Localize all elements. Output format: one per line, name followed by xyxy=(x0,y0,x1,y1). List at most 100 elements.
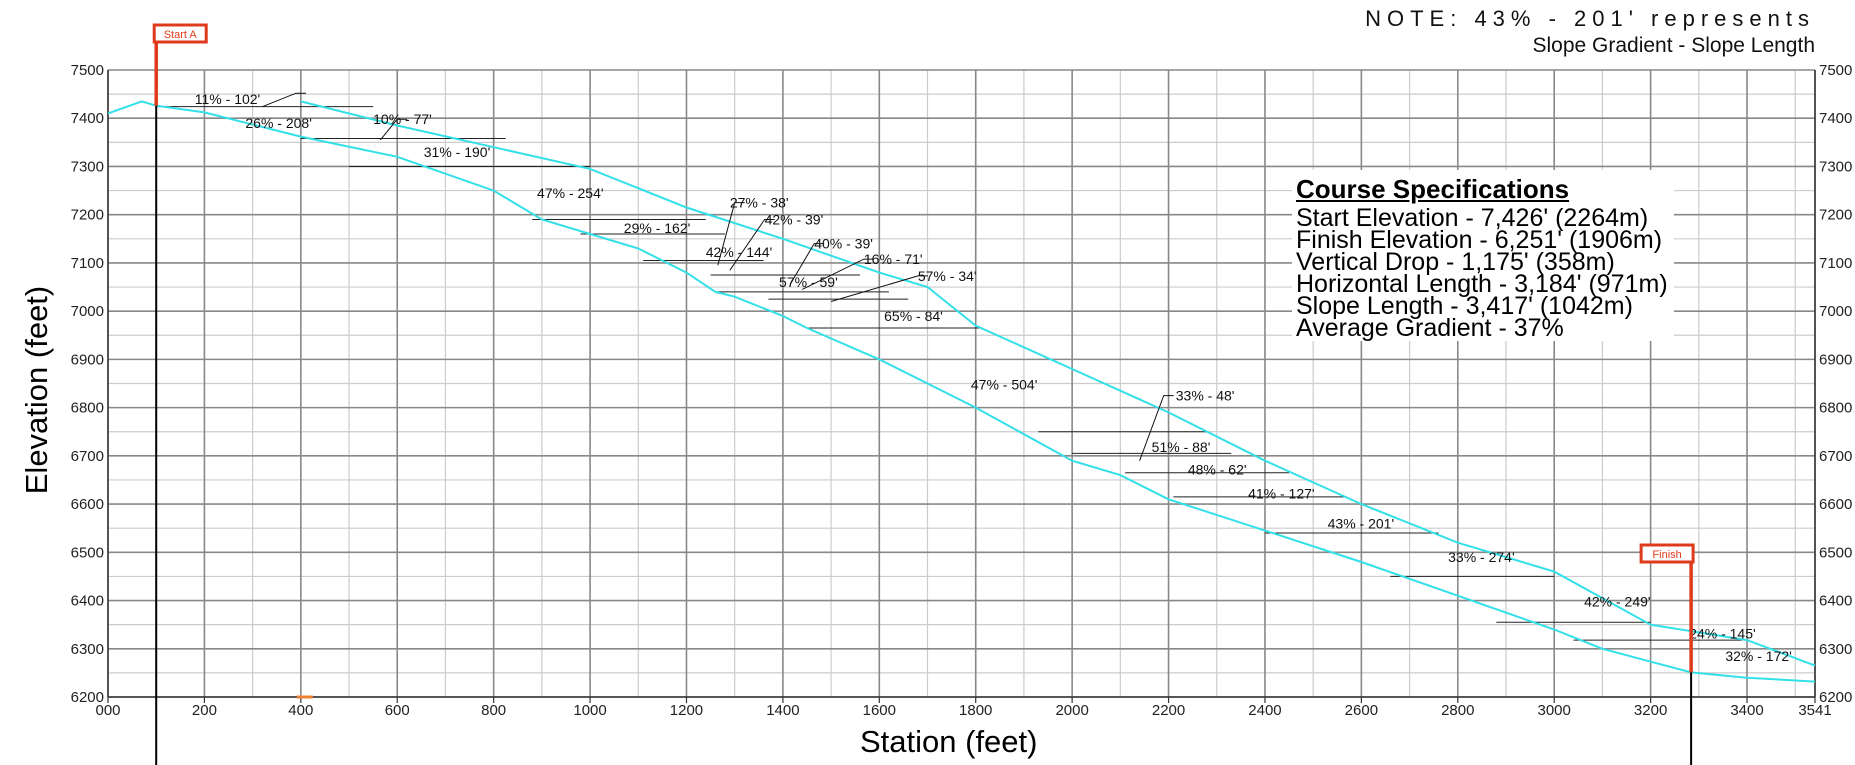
y-tick-label-right: 6500 xyxy=(1819,544,1852,561)
y-tick-label-right: 7400 xyxy=(1819,110,1852,127)
spec-horizontal-length: Horizontal Length - 3,184' (971m) xyxy=(1296,270,1668,298)
y-tick-label-left: 6300 xyxy=(71,641,104,658)
y-tick-label-left: 6200 xyxy=(71,689,104,706)
segment-label: 27% - 38' xyxy=(730,195,789,211)
profile-lines xyxy=(107,100,1816,683)
grid xyxy=(107,69,1816,698)
y-tick-label-right: 6900 xyxy=(1819,351,1852,368)
y-axis-title: Elevation (feet) xyxy=(19,285,54,495)
x-tick-label: 000 xyxy=(95,702,120,719)
y-tick-label-right: 6200 xyxy=(1819,689,1852,706)
label-leader xyxy=(729,219,775,271)
course-specifications-panel: Course Specifications Start Elevation - … xyxy=(1292,170,1674,341)
y-tick-label-left: 7100 xyxy=(71,255,104,272)
x-tick-label: 3000 xyxy=(1538,702,1571,719)
x-axis-title: Station (feet) xyxy=(860,724,1038,759)
y-tick-label-left: 7300 xyxy=(71,158,104,175)
label-leaders xyxy=(262,92,1174,461)
segment-label: 11% - 102' xyxy=(195,91,260,107)
segment-label: 41% - 127' xyxy=(1248,485,1315,501)
segment-label: 33% - 48' xyxy=(1176,388,1235,404)
label-leader xyxy=(262,92,306,108)
x-tick-label: 2000 xyxy=(1055,702,1088,719)
spec-finish-elevation: Finish Elevation - 6,251' (1906m) xyxy=(1296,226,1663,254)
segment-label: 42% - 249' xyxy=(1584,594,1651,610)
segment-label: 31% - 190' xyxy=(424,144,491,160)
start-marker-label: Start A xyxy=(164,29,198,41)
label-leader xyxy=(717,202,745,266)
start-marker-flag xyxy=(152,23,208,44)
y-tick-label-right: 7100 xyxy=(1819,255,1852,272)
finish-marker-flag xyxy=(1639,543,1695,564)
x-tick-label: 1000 xyxy=(573,702,606,719)
segment-label: 51% - 88' xyxy=(1152,439,1211,455)
label-leader xyxy=(830,275,928,302)
x-tick-label: 1200 xyxy=(670,702,703,719)
segment-label: 33% - 274' xyxy=(1448,549,1515,565)
y-tick-label-right: 6600 xyxy=(1819,496,1852,513)
x-tick-label: 400 xyxy=(288,702,313,719)
segment-label: 57% - 59' xyxy=(779,274,838,290)
y-tick-label-left: 7000 xyxy=(71,303,104,320)
spec-vertical-drop: Vertical Drop - 1,175' (358m) xyxy=(1296,248,1615,276)
segment-label: 24% - 145' xyxy=(1689,625,1756,641)
segment-labels: 11% - 102' 26% - 208' 10% - 77' 31% - 190' 4… xyxy=(195,91,1792,664)
x-tick-label: 1400 xyxy=(766,702,799,719)
segment-label: 29% - 162' xyxy=(624,220,691,236)
x-tick-label: 200 xyxy=(192,702,217,719)
spec-slope-length: Slope Length - 3,417' (1042m) xyxy=(1296,292,1633,320)
x-tick-label: 600 xyxy=(385,702,410,719)
segment-label: 57% - 34' xyxy=(918,268,977,284)
label-leader xyxy=(789,243,825,285)
profile-line-1 xyxy=(107,100,1816,683)
x-tick-label: 1800 xyxy=(959,702,992,719)
station-markers: Start A Finish xyxy=(152,23,1695,765)
y-tick-label-right: 6300 xyxy=(1819,641,1852,658)
note-line-2: Slope Gradient - Slope Length xyxy=(1532,34,1815,57)
y-tick-label-right: 7500 xyxy=(1819,62,1852,79)
y-tick-label-left: 7200 xyxy=(71,207,104,224)
segment-label: 32% - 172' xyxy=(1725,648,1792,664)
y-tick-label-left: 7500 xyxy=(71,62,104,79)
y-tick-label-right: 6700 xyxy=(1819,448,1852,465)
label-leader xyxy=(801,258,874,290)
note-line-1: NOTE: 43% - 201' represents xyxy=(1365,6,1815,31)
spec-average-gradient: Average Gradient - 37% xyxy=(1296,314,1564,342)
segment-break-lines xyxy=(156,106,1743,641)
x-tick-label: 2800 xyxy=(1441,702,1474,719)
x-tick-label: 3541 xyxy=(1798,702,1831,719)
segment-label: 26% - 208' xyxy=(245,115,312,131)
label-leader xyxy=(1139,395,1174,461)
label-leader xyxy=(380,118,408,141)
y-tick-label-right: 7200 xyxy=(1819,207,1852,224)
y-tick-label-left: 6600 xyxy=(71,496,104,513)
y-tick-label-left: 6900 xyxy=(71,351,104,368)
y-tick-label-left: 7400 xyxy=(71,110,104,127)
finish-marker-label: Finish xyxy=(1652,549,1681,561)
segment-label: 16% - 71' xyxy=(864,251,923,267)
axes: 000 200 400 600 800 1000 1200 1400 1600 1800 2000 2… xyxy=(71,62,1853,719)
specs-title: Course Specifications xyxy=(1296,174,1570,204)
segment-label: 43% - 201' xyxy=(1328,515,1395,531)
x-tick-label: 3400 xyxy=(1730,702,1763,719)
y-tick-label-left: 6800 xyxy=(71,400,104,417)
x-tick-label: 2600 xyxy=(1345,702,1378,719)
y-tick-label-left: 6500 xyxy=(71,544,104,561)
x-tick-label: 2400 xyxy=(1248,702,1281,719)
segment-label: 47% - 504' xyxy=(971,376,1038,392)
segment-label: 47% - 254' xyxy=(537,185,604,201)
segment-label: 42% - 144' xyxy=(706,244,773,260)
segment-label: 42% - 39' xyxy=(765,212,824,228)
y-tick-label-left: 6400 xyxy=(71,593,104,610)
segment-label: 48% - 62' xyxy=(1188,461,1247,477)
profile-line-2 xyxy=(300,100,1816,667)
segment-label: 65% - 84' xyxy=(884,308,943,324)
y-tick-label-left: 6700 xyxy=(71,448,104,465)
y-tick-label-right: 6800 xyxy=(1819,400,1852,417)
y-tick-label-right: 7300 xyxy=(1819,158,1852,175)
y-tick-label-right: 7000 xyxy=(1819,303,1852,320)
x-tick-label: 2200 xyxy=(1152,702,1185,719)
x-tick-label: 1600 xyxy=(863,702,896,719)
segment-label: 10% - 77' xyxy=(373,111,432,127)
